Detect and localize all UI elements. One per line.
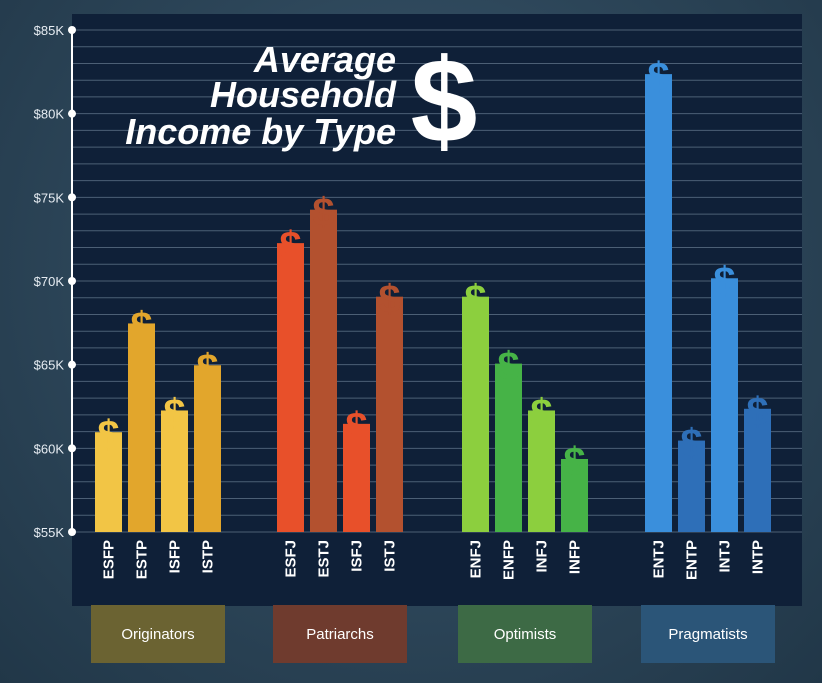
- title-line-2: Household: [210, 74, 397, 115]
- bar: [161, 410, 188, 532]
- title-line-3: Income by Type: [125, 111, 396, 152]
- group-label: Originators: [121, 626, 194, 643]
- category-label: ENTP: [684, 540, 701, 580]
- category-labels: ESFP ESTP ISFP ISTP ESFJ ESTJ ISFJ ISTJ ENFJ ENFP…: [101, 540, 767, 580]
- bar: [645, 74, 672, 533]
- group-box: [458, 605, 592, 663]
- y-tick-label: $80K: [34, 107, 65, 122]
- bar: [711, 278, 738, 532]
- group-legend: Originators Patriarchs Optimists Pragmatist…: [91, 605, 775, 663]
- grid-lines: [72, 29, 802, 533]
- bar: [495, 363, 522, 532]
- bar-dollar-icon: $: [497, 345, 519, 389]
- category-label: INTP: [750, 540, 767, 574]
- bar-dollar-icon: $: [680, 422, 702, 466]
- chart-title: Average Household Income by Type $: [125, 34, 477, 168]
- y-tick-label: $70K: [34, 274, 65, 289]
- y-axis: $85K $80K $75K $70K $65K $60K $55K: [34, 23, 76, 540]
- bar-dollar-icon: $: [279, 224, 301, 268]
- category-label: INFP: [567, 540, 584, 574]
- category-label: ISFP: [167, 540, 184, 573]
- title-dollar-icon: $: [411, 34, 478, 168]
- category-label: ENFP: [501, 540, 518, 580]
- y-tick-dot: [68, 360, 76, 369]
- bar-dollar-icon: $: [312, 191, 334, 235]
- bar: [277, 243, 304, 533]
- category-label: ESTJ: [316, 540, 333, 578]
- group-box: [641, 605, 775, 663]
- bar-dollar-icon: $: [130, 304, 152, 348]
- y-tick-dot: [68, 444, 76, 453]
- category-label: ESFP: [101, 540, 118, 579]
- bar-series: $$$$$$$$ $$$$$$$$: [95, 55, 771, 533]
- y-tick-dot: [68, 193, 76, 202]
- bar-dollar-icon: $: [378, 278, 400, 322]
- y-tick-dot: [68, 277, 76, 285]
- bar: [310, 209, 337, 532]
- category-label: ENFJ: [468, 540, 485, 578]
- bar: [528, 410, 555, 532]
- bar-dollar-icon: $: [530, 391, 552, 435]
- category-label: ENTJ: [651, 540, 668, 578]
- bar: [343, 423, 370, 532]
- bar: [678, 440, 705, 532]
- title-line-1: Average: [253, 39, 396, 80]
- bar-dollar-icon: $: [647, 55, 669, 99]
- category-label: ESTP: [134, 540, 151, 579]
- category-label: INFJ: [534, 540, 551, 573]
- bar: [376, 296, 403, 532]
- group-label: Patriarchs: [306, 626, 374, 643]
- bar-dollar-icon: $: [163, 391, 185, 435]
- y-tick-label: $65K: [34, 358, 65, 373]
- bar-dollar-icon: $: [345, 405, 367, 449]
- bar: [561, 458, 588, 532]
- category-label: ISTP: [200, 540, 217, 573]
- y-tick-label: $75K: [34, 190, 65, 205]
- bar-dollar-icon: $: [97, 413, 119, 457]
- y-tick-dot: [68, 109, 76, 118]
- group-box: [273, 605, 407, 663]
- category-label: ISFJ: [349, 540, 366, 572]
- y-tick-label: $60K: [34, 441, 65, 456]
- bar: [744, 408, 771, 532]
- y-tick-dot: [68, 26, 76, 34]
- bar-dollar-icon: $: [196, 346, 218, 390]
- group-label: Pragmatists: [668, 626, 747, 643]
- bar: [194, 365, 221, 532]
- category-label: ESFJ: [283, 540, 300, 578]
- bar-dollar-icon: $: [563, 440, 585, 484]
- y-tick-label: $85K: [34, 23, 65, 38]
- category-label: ISTJ: [382, 540, 399, 572]
- bar: [462, 296, 489, 532]
- bar: [128, 323, 155, 532]
- group-label: Optimists: [494, 626, 557, 643]
- bar-dollar-icon: $: [746, 390, 768, 434]
- y-tick-dot: [68, 528, 76, 536]
- bar: [95, 432, 122, 532]
- bar-dollar-icon: $: [713, 259, 735, 303]
- y-tick-label: $55K: [34, 525, 65, 540]
- bar-dollar-icon: $: [464, 278, 486, 322]
- group-box: [91, 605, 225, 663]
- category-label: INTJ: [717, 540, 734, 573]
